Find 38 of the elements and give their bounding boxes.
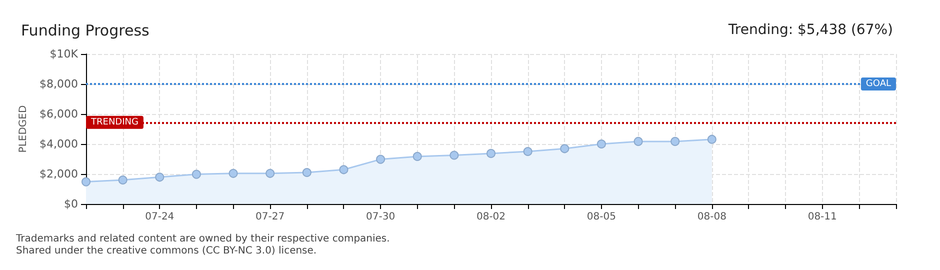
point <box>560 144 570 154</box>
point <box>266 168 275 178</box>
x-tick-label: 07-24 <box>145 212 174 222</box>
y-tick-label: $4,000 <box>40 138 78 150</box>
point <box>302 168 312 177</box>
point <box>670 136 680 146</box>
point <box>596 140 606 148</box>
ref-line-label: GOAL <box>866 79 891 89</box>
point <box>707 134 716 144</box>
x-tick-label: 07-30 <box>366 212 396 222</box>
chart-subtitle: Trending: $5,438 (67%) <box>727 22 893 38</box>
text: Shared under the creative commons (CC BY-NC 3.0) license. <box>16 246 317 256</box>
y-tick-label: $0 <box>64 198 78 210</box>
point <box>155 172 164 182</box>
text: Trademarks and related content are owned by their respective companies. <box>15 234 390 244</box>
y-tick-label: $2,000 <box>40 168 78 180</box>
x-tick-label: 08-05 <box>586 212 616 222</box>
point <box>412 152 422 161</box>
point <box>376 154 386 164</box>
x-tick-label: 08-08 <box>697 212 726 222</box>
x-tick-label: 08-02 <box>476 212 506 222</box>
chart-title: Funding Progress <box>21 22 150 40</box>
y-tick-label: $8,000 <box>40 78 78 90</box>
point <box>118 176 128 184</box>
x-tick-label: 07-27 <box>256 212 285 222</box>
y-tick-label: $6,000 <box>40 108 78 120</box>
point <box>634 136 643 146</box>
point <box>486 148 496 158</box>
point <box>228 168 238 178</box>
point <box>192 170 201 179</box>
y-tick-label: $10K <box>50 48 79 60</box>
point <box>523 147 532 156</box>
point <box>450 150 459 160</box>
point <box>339 165 348 174</box>
ref-line-label: TRENDING <box>90 117 138 128</box>
point <box>82 177 90 186</box>
x-tick-label: 08-11 <box>808 212 837 222</box>
y-axis-title: PLEDGED <box>18 105 30 153</box>
